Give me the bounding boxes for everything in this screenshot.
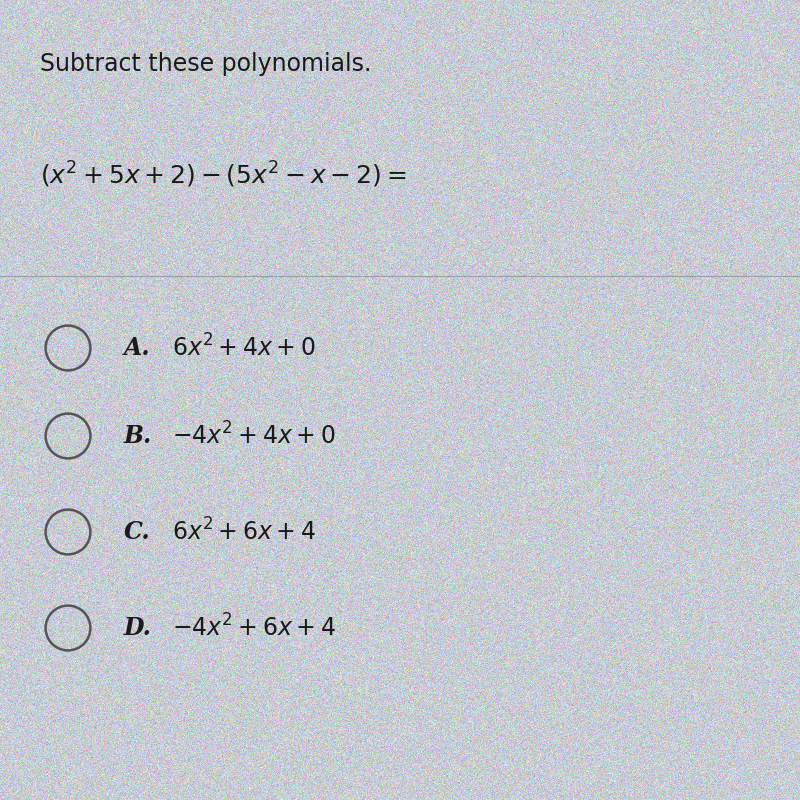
Text: B.: B. [124, 424, 152, 448]
Text: $6x^2 + 4x + 0$: $6x^2 + 4x + 0$ [172, 334, 316, 362]
Text: C.: C. [124, 520, 150, 544]
Text: A.: A. [124, 336, 150, 360]
Text: $6x^2 + 6x + 4$: $6x^2 + 6x + 4$ [172, 518, 316, 546]
Text: $-4x^2 + 6x + 4$: $-4x^2 + 6x + 4$ [172, 614, 336, 642]
Text: Subtract these polynomials.: Subtract these polynomials. [40, 52, 371, 76]
Text: D.: D. [124, 616, 152, 640]
Text: $(x^2 + 5x + 2) - (5x^2 - x - 2) =$: $(x^2 + 5x + 2) - (5x^2 - x - 2) =$ [40, 160, 406, 190]
Text: $-4x^2 + 4x + 0$: $-4x^2 + 4x + 0$ [172, 422, 335, 450]
